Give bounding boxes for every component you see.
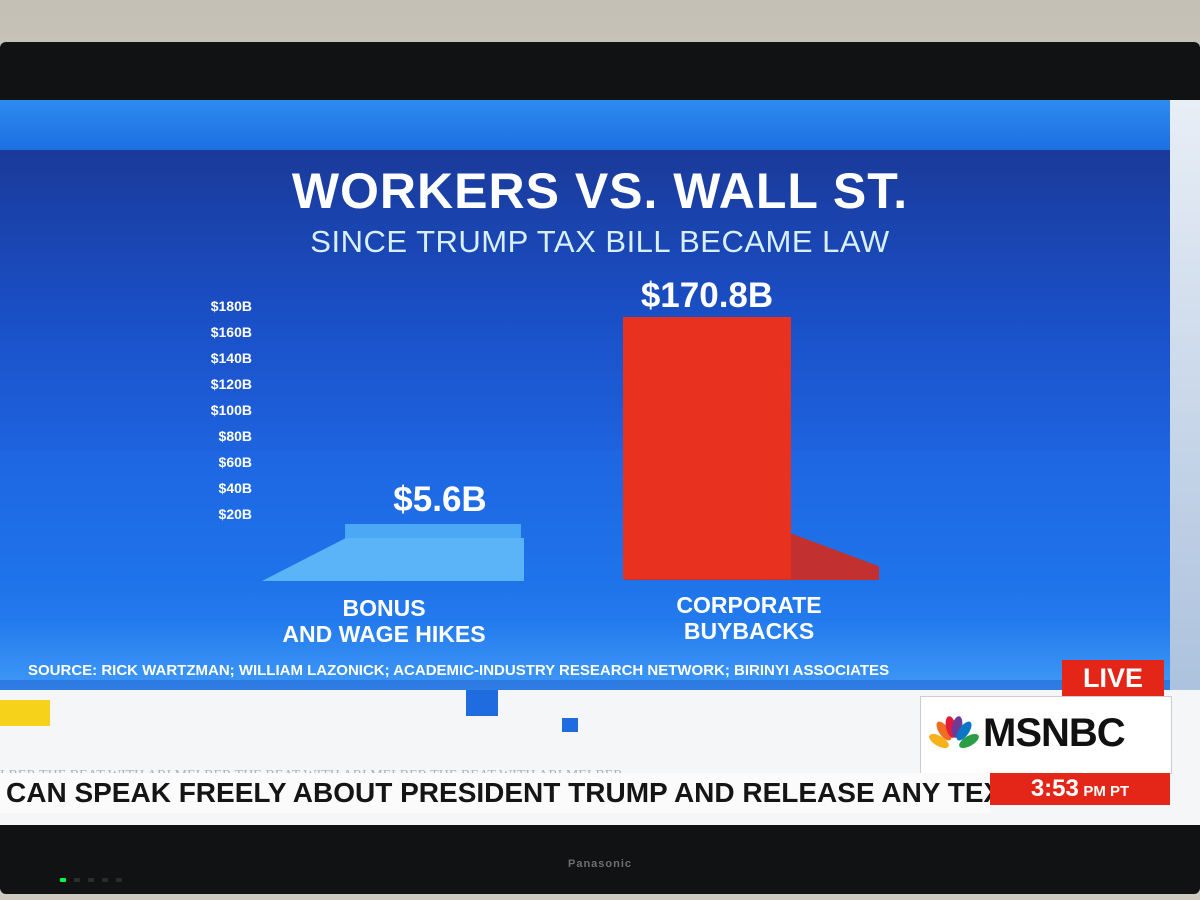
live-badge: LIVE — [1062, 660, 1164, 696]
tv-brand-label: Panasonic — [567, 858, 633, 870]
indicator-led — [102, 878, 108, 882]
graphic-backdrop — [0, 150, 1170, 450]
category-line: BONUS — [342, 595, 426, 621]
wage-category-label: BONUS AND WAGE HIKES — [224, 595, 544, 647]
peacock-logo-icon — [929, 716, 979, 748]
power-led — [60, 878, 66, 882]
graphic-title: WORKERS VS. WALL ST. — [291, 163, 909, 219]
indicator-led — [74, 878, 80, 882]
graphic-subtitle: SINCE TRUMP TAX BILL BECAME LAW — [310, 224, 890, 259]
floor-glow — [0, 620, 1170, 690]
y-tick-label: $160B — [210, 324, 252, 340]
indicator-led — [88, 878, 94, 882]
source-credit: SOURCE: RICK WARTZMAN; WILLIAM LAZONICK;… — [28, 662, 890, 679]
y-tick-label: $100B — [210, 402, 252, 418]
buyback-category-label: CORPORATE BUYBACKS — [589, 592, 909, 644]
y-tick-label: $40B — [218, 480, 252, 496]
broadcast-clock: 3:53 PM PT — [990, 773, 1170, 805]
category-line: CORPORATE — [676, 592, 822, 618]
buyback-value-label: $170.8B — [640, 276, 774, 315]
indicator-led — [116, 878, 122, 882]
decorative-blue-block — [466, 690, 498, 716]
graphic-floor — [0, 450, 1170, 680]
category-line: AND WAGE HIKES — [282, 621, 486, 647]
tv-status-leds — [60, 878, 122, 882]
tv-screen: WORKERS VS. WALL ST. SINCE TRUMP TAX BIL… — [0, 100, 1200, 825]
network-wordmark: MSNBC — [983, 711, 1126, 755]
y-tick-label: $180B — [210, 298, 252, 314]
y-tick-label: $20B — [218, 506, 252, 522]
category-line: BUYBACKS — [683, 618, 815, 644]
clock-timezone: PM PT — [1083, 783, 1130, 800]
y-tick-label: $140B — [210, 350, 252, 366]
wage-bar — [345, 524, 521, 538]
y-tick-label: $80B — [218, 428, 252, 444]
network-logo-box: MSNBC — [920, 696, 1172, 774]
y-tick-label: $60B — [218, 454, 252, 470]
news-ticker: CAN SPEAK FREELY ABOUT PRESIDENT TRUMP A… — [0, 773, 1019, 813]
top-band — [0, 100, 1200, 150]
clock-time: 3:53 — [1030, 775, 1079, 802]
decorative-yellow-block — [0, 700, 50, 726]
y-tick-label: $120B — [210, 376, 252, 392]
decorative-blue-block — [562, 718, 578, 732]
wage-value-label: $5.6B — [393, 480, 487, 519]
buyback-bar — [623, 317, 791, 579]
